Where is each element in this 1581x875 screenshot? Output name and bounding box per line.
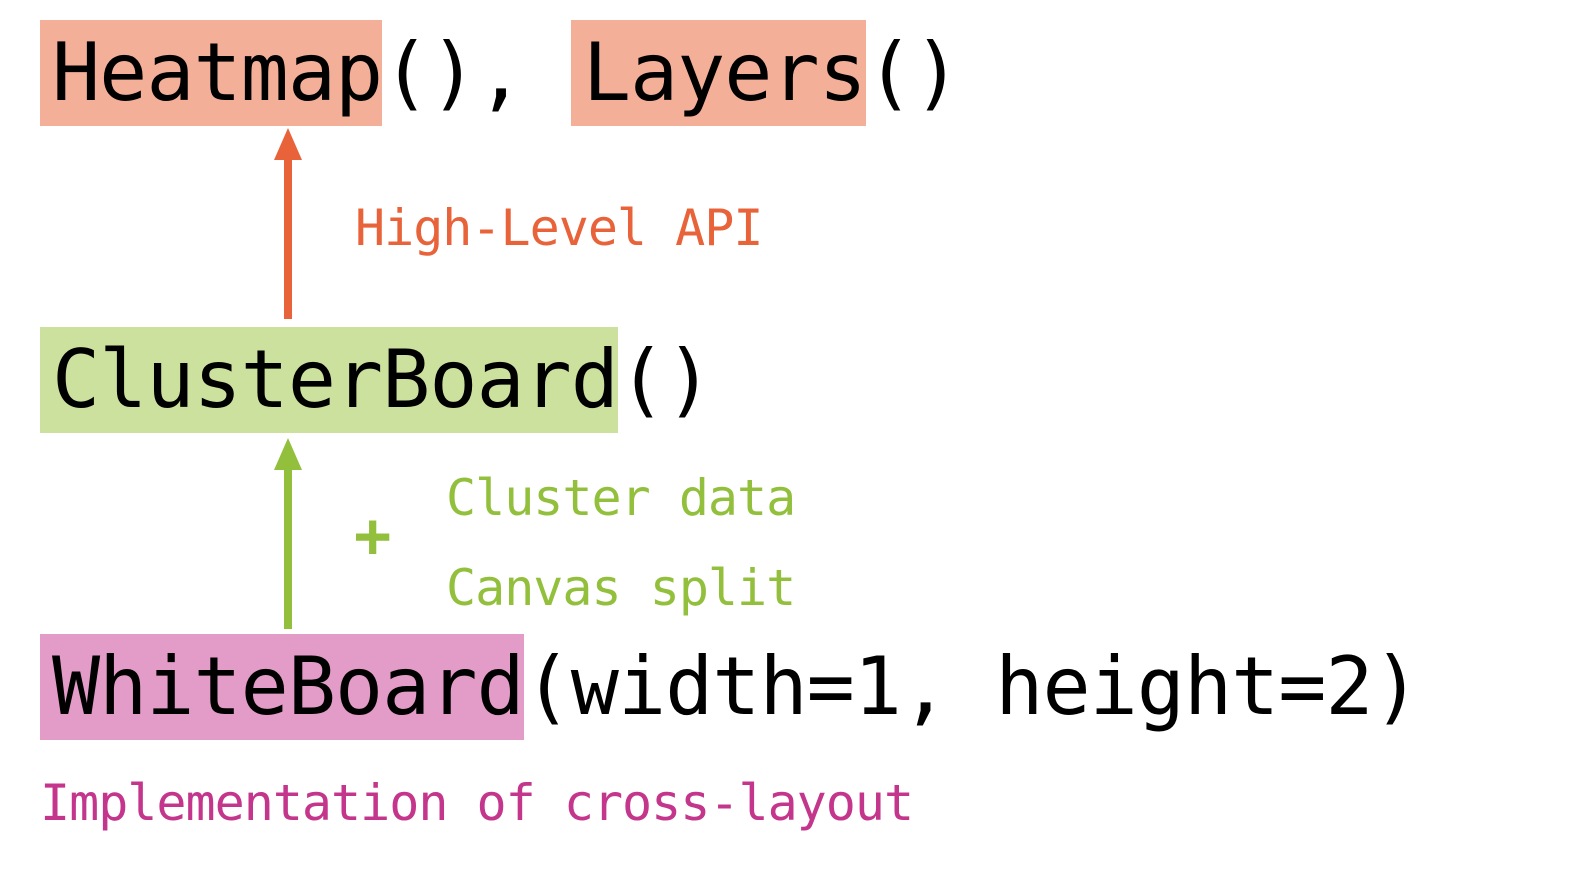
middle-code-line: ClusterBoard() (40, 327, 713, 433)
high-level-api-label: High-Level API (355, 199, 763, 257)
implementation-label: Implementation of cross-layout (40, 774, 914, 832)
arrow-cluster-board (274, 438, 302, 629)
heatmap-highlight: Heatmap (40, 20, 383, 126)
heatmap-label: Heatmap (52, 26, 383, 119)
cluster-data-label: Cluster data (446, 469, 796, 527)
plus-sign: + (354, 499, 391, 572)
cluster-board-label: ClusterBoard (52, 333, 619, 426)
layers-parens: () (865, 26, 961, 119)
heatmap-separator: (), (382, 26, 571, 119)
cluster-board-parens: () (617, 333, 713, 426)
layers-label: Layers (582, 26, 867, 119)
white-board-args: (width=1, height=2) (523, 640, 1421, 733)
white-board-label: WhiteBoard (52, 640, 525, 733)
canvas-split-label: Canvas split (446, 559, 796, 617)
white-board-highlight: WhiteBoard (40, 634, 525, 740)
layers-highlight: Layers (570, 20, 867, 126)
top-code-line: Heatmap (), Layers() (40, 20, 961, 126)
cluster-board-highlight: ClusterBoard (40, 327, 619, 433)
bottom-code-line: WhiteBoard (width=1, height=2) (40, 634, 1421, 740)
arrow-high-level-api (274, 128, 302, 319)
